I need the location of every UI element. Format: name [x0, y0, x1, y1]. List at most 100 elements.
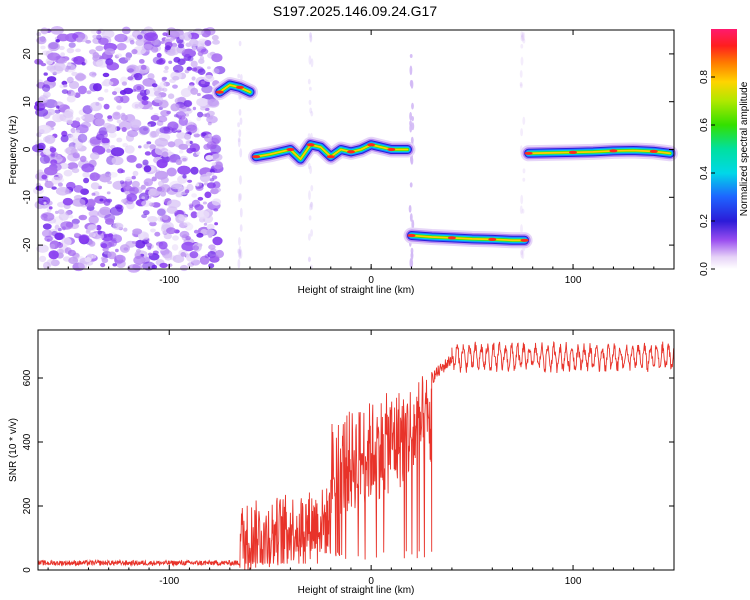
noise-speck [198, 58, 205, 64]
noise-speck [164, 253, 173, 261]
noise-speck [147, 123, 151, 127]
streak-speck [309, 203, 312, 211]
noise-speck [169, 255, 177, 261]
noise-speck [48, 250, 59, 260]
noise-speck [141, 200, 152, 207]
noise-speck [186, 108, 192, 112]
noise-speck [180, 264, 189, 272]
streak-speck [309, 107, 313, 114]
spec-y-tick-label: 0 [22, 146, 33, 152]
spectral-track-0-layer-6 [218, 84, 251, 93]
streak-speck [411, 219, 415, 230]
noise-speck [36, 244, 49, 253]
spectral-peak [524, 151, 533, 155]
streak-speck [309, 165, 312, 175]
noise-speck [162, 87, 168, 92]
noise-speck [102, 142, 111, 149]
noise-speck [86, 90, 92, 95]
noise-speck [139, 89, 148, 97]
noise-speck [178, 143, 189, 150]
streak-speck [522, 38, 526, 44]
noise-speck [197, 51, 204, 57]
streak-speck [521, 250, 525, 260]
noise-speck [201, 132, 207, 137]
streak-speck [309, 201, 313, 208]
noise-speck [207, 121, 212, 126]
noise-speck [201, 84, 213, 94]
noise-speck [54, 232, 65, 240]
noise-speck [167, 263, 173, 268]
spectral-peak [306, 143, 315, 147]
noise-speck [78, 234, 90, 244]
noise-speck [129, 38, 134, 42]
streak-speck [307, 162, 311, 170]
noise-speck [211, 134, 222, 144]
noise-speck [184, 113, 190, 117]
noise-speck [172, 84, 178, 89]
noise-speck [182, 157, 187, 162]
noise-speck [126, 193, 138, 202]
noise-speck [167, 49, 176, 56]
noise-speck [106, 191, 111, 195]
noise-speck [140, 64, 147, 70]
noise-speck [60, 188, 66, 193]
noise-speck [41, 229, 53, 238]
noise-speck [121, 81, 127, 86]
spectral-peak [326, 155, 335, 159]
noise-speck [129, 40, 135, 45]
spectral-peak [367, 143, 376, 147]
noise-speck [205, 155, 214, 161]
noise-speck [203, 143, 212, 150]
noise-speck [141, 44, 154, 52]
noise-speck [197, 111, 204, 118]
snr-panel: -100 0 100 0 200 400 600 Height of straight li… [8, 329, 675, 596]
noise-speck [78, 214, 88, 221]
snr-y-tick-label: 0 [22, 567, 33, 573]
streak-speck [237, 137, 241, 143]
noise-speck [109, 172, 118, 178]
noise-speck [192, 106, 197, 111]
noise-speck [139, 125, 150, 135]
streak-speck [239, 207, 243, 218]
spectral-peak [488, 237, 497, 241]
noise-speck [120, 114, 128, 121]
noise-speck [107, 241, 115, 247]
noise-speck [95, 45, 104, 52]
noise-speck [162, 32, 168, 36]
noise-speck [130, 119, 142, 128]
noise-speck [178, 214, 188, 222]
noise-speck [173, 56, 181, 63]
noise-speck [39, 255, 47, 263]
noise-speck [196, 116, 202, 122]
noise-speck [40, 45, 46, 50]
noise-speck [66, 47, 74, 54]
noise-speck [125, 133, 135, 142]
colorbar-tick-label: 0.4 [699, 166, 710, 180]
noise-speck [101, 29, 115, 39]
noise-speck [157, 180, 165, 187]
noise-speck [46, 76, 57, 83]
noise-speck [36, 36, 47, 45]
noise-speck [63, 84, 68, 88]
noise-speck [138, 59, 145, 64]
noise-speck [76, 129, 80, 133]
noise-speck [202, 201, 207, 205]
noise-speck [63, 169, 73, 177]
noise-speck [184, 189, 190, 194]
noise-speck [65, 33, 79, 43]
noise-speck [143, 127, 148, 131]
noise-speck [122, 143, 128, 148]
noise-speck [43, 91, 51, 98]
noise-speck [142, 261, 156, 271]
noise-speck [119, 244, 130, 253]
spec-y-tick-label: -10 [22, 190, 33, 205]
noise-speck [188, 206, 194, 211]
noise-speck [195, 151, 201, 155]
noise-speck [176, 132, 187, 139]
noise-speck [151, 46, 159, 53]
streak-speck [520, 224, 523, 234]
noise-speck [36, 31, 42, 37]
spec-x-tick-label: 100 [565, 275, 582, 286]
noise-speck [156, 186, 163, 192]
